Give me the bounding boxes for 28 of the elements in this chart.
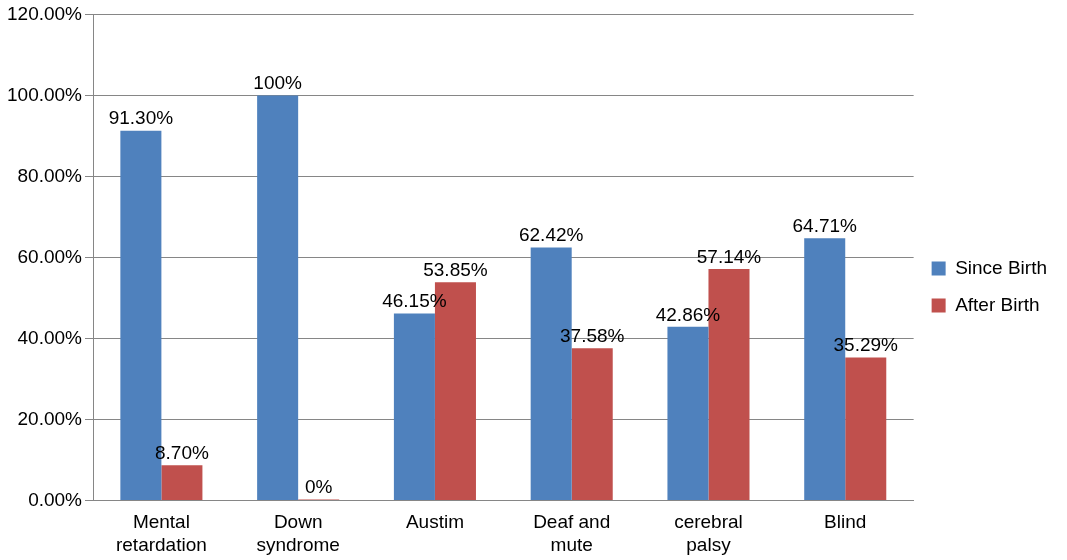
x-tick-label: Austim bbox=[405, 511, 464, 533]
y-tick-label: 60.00% bbox=[17, 245, 83, 267]
legend-label: After Birth bbox=[955, 293, 1040, 315]
y-tick-label: 100.00% bbox=[6, 83, 83, 105]
y-tick-label: 20.00% bbox=[17, 407, 83, 429]
y-tick-label: 40.00% bbox=[17, 326, 83, 348]
data-label: 62.42% bbox=[518, 224, 584, 246]
bar bbox=[571, 348, 613, 500]
legend-label: Since Birth bbox=[955, 256, 1047, 278]
bar bbox=[845, 357, 887, 500]
y-tick-label: 0.00% bbox=[28, 488, 83, 510]
data-label: 0% bbox=[304, 476, 333, 498]
x-tick-label: Blind bbox=[824, 511, 867, 533]
y-tick-label: 80.00% bbox=[17, 164, 83, 186]
bar bbox=[161, 465, 203, 500]
bar bbox=[667, 326, 709, 500]
data-label: 64.71% bbox=[792, 215, 858, 237]
data-label: 53.85% bbox=[423, 259, 488, 281]
y-tick-label: 120.00% bbox=[6, 2, 83, 24]
data-label: 91.30% bbox=[108, 107, 174, 129]
data-label: 57.14% bbox=[696, 245, 762, 267]
data-label: 100% bbox=[253, 72, 303, 94]
x-tick-label: Mental retardation bbox=[115, 511, 207, 555]
bar bbox=[257, 95, 299, 500]
x-tick-label: cerebral palsy bbox=[674, 511, 743, 555]
x-tick-label: Down syndrome bbox=[256, 511, 340, 555]
bar bbox=[393, 313, 435, 500]
x-tick-label: Deaf and mute bbox=[533, 511, 611, 555]
